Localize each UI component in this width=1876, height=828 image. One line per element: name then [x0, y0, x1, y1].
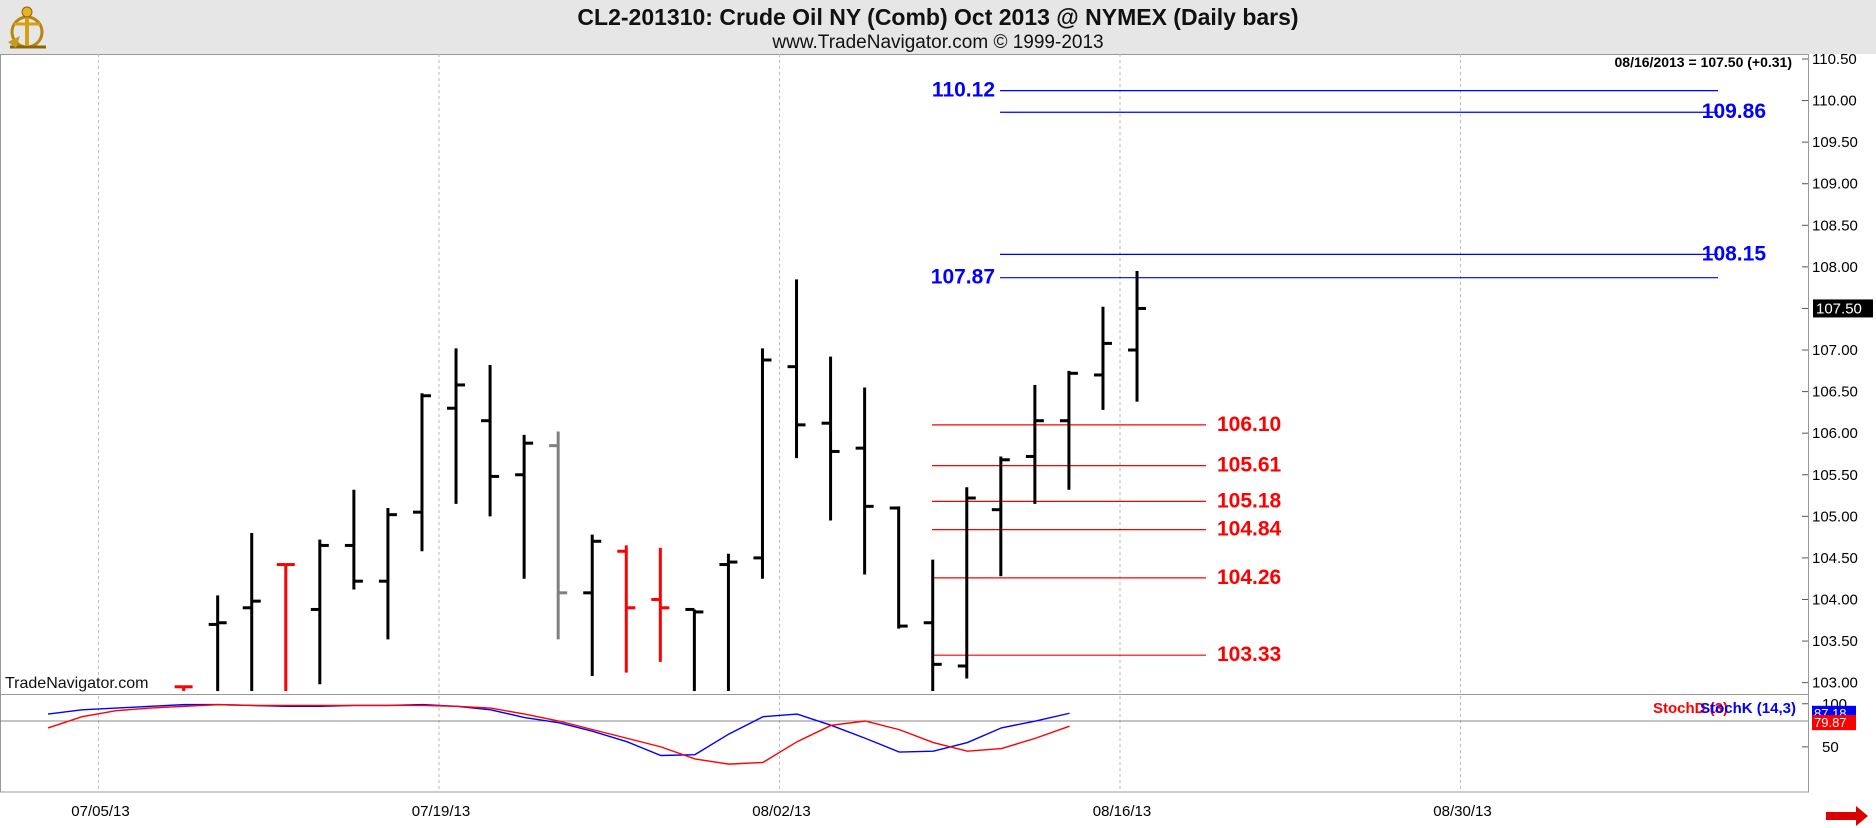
support-label: 105.61 — [1217, 454, 1282, 477]
resistance-label: 108.15 — [1702, 242, 1767, 265]
y-tick-label: 105.50 — [1812, 467, 1858, 484]
support-label: 106.10 — [1217, 413, 1281, 436]
price-levels: 110.12 109.86 108.15 107.87 106.10 105.61 105.… — [931, 79, 1767, 667]
watermark-text: TradeNavigator.com — [5, 675, 149, 693]
chart-header: CL2-201310: Crude Oil NY (Comb) Oct 2013… — [0, 0, 1876, 54]
x-tick-label: 07/19/13 — [412, 803, 470, 820]
y-tick-label: 104.00 — [1812, 591, 1858, 608]
resistance-label: 109.86 — [1702, 100, 1766, 123]
support-label: 104.84 — [1217, 518, 1282, 541]
y-tick-label: 106.00 — [1812, 425, 1858, 442]
stoch-y-tick-label: 50 — [1822, 739, 1839, 756]
chart-area: 110.12 109.86 108.15 107.87 106.10 105.61 105.… — [0, 54, 1873, 826]
resistance-label: 110.12 — [932, 79, 995, 102]
y-tick-label: 109.50 — [1812, 134, 1858, 151]
y-tick-label: 109.00 — [1812, 176, 1858, 193]
stochK-legend: StochK (14,3) — [1700, 700, 1796, 717]
y-tick-label: 104.50 — [1812, 550, 1858, 567]
last-price-info: 08/16/2013 = 107.50 (+0.31) — [1615, 54, 1792, 70]
resistance-label: 107.87 — [931, 266, 995, 289]
y-tick-label: 108.50 — [1812, 217, 1858, 234]
y-tick-label: 103.50 — [1812, 633, 1858, 650]
stochD-value-label: 79.87 — [1814, 715, 1847, 730]
plot-frame — [0, 54, 1809, 793]
last-price-box — [1813, 299, 1873, 318]
stochD-value-box — [1812, 715, 1856, 731]
x-tick-label: 08/02/13 — [752, 803, 810, 820]
y-tick-label: 105.00 — [1812, 508, 1858, 525]
x-tick-label: 08/16/13 — [1093, 803, 1151, 820]
price-axis: 103.00 103.50 104.00 104.50 105.00 105.50 106.… — [1802, 54, 1873, 692]
price-bars — [174, 271, 1147, 691]
last-price-label: 107.50 — [1816, 300, 1862, 317]
y-tick-label: 103.00 — [1812, 675, 1858, 692]
stochK-line — [47, 703, 1070, 757]
stochD-line — [47, 703, 1070, 765]
gold-sextant-logo-icon — [8, 6, 46, 49]
support-label: 103.33 — [1217, 643, 1281, 666]
y-tick-label: 110.00 — [1812, 93, 1857, 110]
y-tick-label: 110.50 — [1812, 54, 1857, 68]
chart-title: CL2-201310: Crude Oil NY (Comb) Oct 2013… — [577, 4, 1299, 30]
y-tick-label: 106.50 — [1812, 384, 1858, 401]
chart-subtitle: www.TradeNavigator.com © 1999-2013 — [772, 32, 1104, 53]
x-tick-label: 07/05/13 — [71, 803, 129, 820]
scroll-right-arrow-icon[interactable] — [1826, 806, 1868, 826]
y-tick-label: 108.00 — [1812, 259, 1858, 276]
y-tick-label: 107.00 — [1812, 342, 1858, 359]
stochD-legend: StochD (3) — [1653, 700, 1728, 717]
support-label: 105.18 — [1217, 489, 1282, 512]
support-label: 104.26 — [1217, 566, 1281, 589]
x-tick-label: 08/30/13 — [1433, 803, 1491, 820]
grid-lines — [0, 54, 1809, 793]
date-axis: 07/05/13 07/19/13 08/02/13 08/16/13 08/30/13 — [71, 803, 1491, 820]
